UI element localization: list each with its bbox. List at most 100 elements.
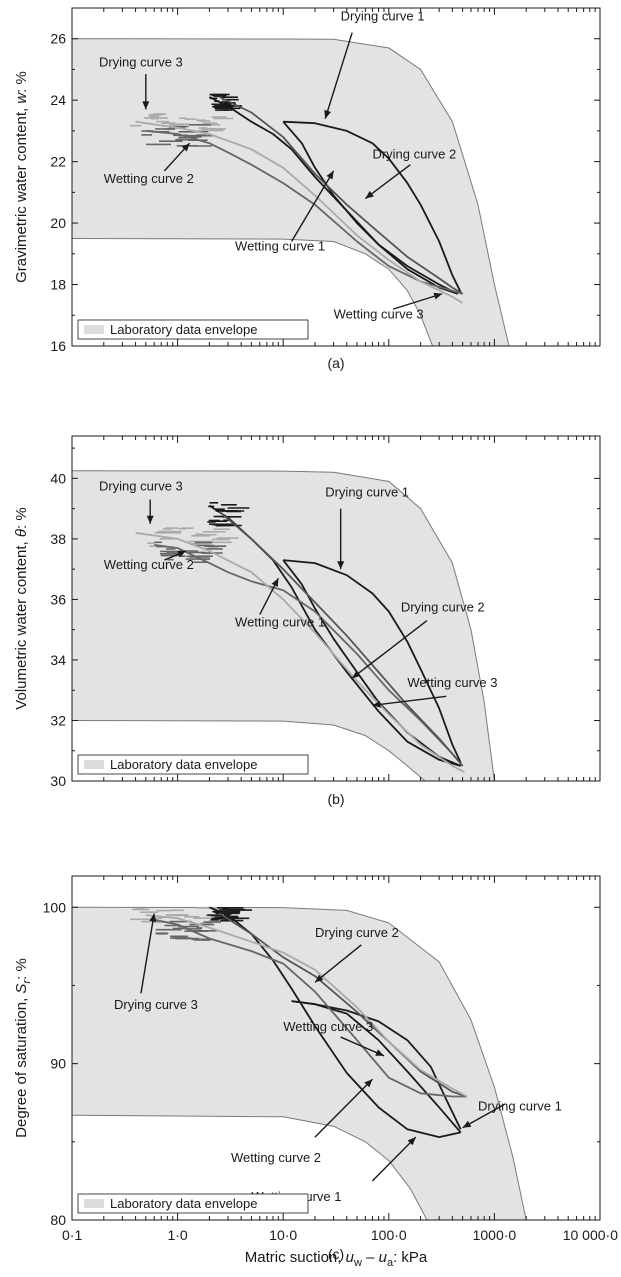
series-line-3 [283,120,462,293]
legend-label: Laboratory data envelope [110,1196,257,1211]
plot-frame [71,7,601,347]
annotation-label: Wetting curve 3 [407,675,497,690]
legend-box [77,319,309,340]
annotation-label: Wetting curve 1 [235,239,325,254]
y-tick-label: 34 [50,652,66,668]
legend-box [77,1193,309,1214]
annotation-label: Wetting curve 2 [231,1150,321,1165]
annotation-arrowhead [364,1079,373,1088]
y-tick-label: 30 [50,773,66,789]
y-tick-label: 100 [43,899,67,915]
annotation-arrowhead [433,292,443,300]
annotation-label: Wetting curve 3 [334,306,424,321]
panel-label: (b) [327,791,344,807]
annotation-label: Drying curve 1 [478,1099,562,1114]
y-axis-label: Degree of saturation, Sr: % [13,958,33,1138]
annotation-arrowhead [365,190,374,199]
envelope-lower-edge [72,1114,428,1220]
annotation-label: Wetting curve 2 [104,171,194,186]
y-tick-label: 26 [50,31,66,47]
annotation-arrowhead [177,550,186,558]
series-line-1 [209,96,459,295]
legend-label: Laboratory data envelope [110,757,257,772]
legend-label: Laboratory data envelope [110,322,257,337]
legend-box [77,754,309,775]
annotation-arrow [140,913,155,994]
series-line-5 [219,511,464,767]
plot-frame [71,875,601,1221]
series-line-6 [135,531,465,773]
annotation-label: Drying curve 2 [372,147,456,162]
x-axis-label: Matric suction, uw – ua: kPa [245,1249,428,1269]
annotation-label: Drying curve 3 [114,997,198,1012]
annotation-arrow [324,32,353,119]
series-line-6 [145,914,468,1098]
noise-cluster-1 [129,113,233,132]
legend-swatch [84,760,104,769]
annotation-arrowhead [142,101,150,110]
envelope-upper-edge [72,38,510,346]
y-tick-label: 18 [50,277,66,293]
series-line-5 [219,912,468,1098]
annotation-arrowhead [352,670,361,679]
x-tick-label: 10·0 [269,1227,297,1243]
y-tick-label: 80 [50,1212,66,1228]
annotation-arrowhead [315,974,324,983]
annotation-label: Drying curve 3 [99,478,183,493]
y-tick-label: 20 [50,215,66,231]
annotation-label: Drying curve 1 [325,485,409,500]
y-tick-label: 36 [50,591,66,607]
annotation-arrowhead [407,1137,416,1146]
annotation-arrowhead [372,700,381,708]
y-tick-label: 38 [50,531,66,547]
panel-b: 30 32 34 36 38 40 Drying curve 1 Drying curve 2… [13,435,601,807]
legend-swatch [84,325,104,334]
panel-a: 16 18 20 22 24 26 Drying curve 1 Drying curve 2… [13,7,601,371]
plot-frame [71,435,601,782]
series-line-1 [209,906,461,1138]
annotation-arrowhead [337,561,345,570]
envelope-upper-edge [72,906,527,1220]
panel-label: (c) [328,1246,344,1262]
annotation-label: Drying curve 2 [315,925,399,940]
noise-cluster-2 [154,541,227,564]
y-tick-label: 24 [50,92,66,108]
x-tick-label: 100·0 [371,1227,407,1243]
legend-swatch [84,1199,104,1208]
annotation-label: Wetting curve 1 [235,615,325,630]
annotation-arrowhead [324,109,331,119]
envelope-band [72,38,510,346]
annotation-label: Drying curve 1 [341,8,425,23]
annotation-arrow [462,1103,505,1129]
y-axis-label: Gravimetric water content, w: % [13,71,30,283]
annotation-label: Drying curve 2 [401,600,485,615]
annotation-arrowhead [181,143,190,152]
x-tick-label: 10 000·0 [563,1227,618,1243]
series-line-3 [291,1000,462,1130]
annotation-arrow [290,170,335,242]
annotation-arrow [364,164,411,200]
series-line-6 [135,120,464,304]
y-tick-label: 32 [50,712,66,728]
x-tick-label: 0·1 [62,1227,82,1243]
series-line-4 [154,544,464,767]
annotation-arrowhead [149,913,157,922]
annotation-arrow [372,695,447,707]
panel-c: 80 90 100 0·1 1·0 10·0 100·0 1000·0 10 000·0 Dryi… [13,875,618,1269]
y-tick-label: 22 [50,154,66,170]
envelope-lower-edge [72,238,434,346]
annotation-arrowhead [146,515,154,524]
annotation-arrowhead [271,578,279,587]
y-tick-label: 40 [50,470,66,486]
y-axis-label: Volumetric water content, θ: % [13,507,30,709]
noise-cluster-2 [155,920,221,941]
y-tick-label: 16 [50,338,66,354]
series-line-4 [145,130,463,295]
annotation-arrow [314,1078,373,1138]
y-tick-label: 90 [50,1056,66,1072]
annotation-arrow [371,1136,417,1182]
annotation-arrowhead [375,1049,384,1056]
panel-label: (a) [327,355,344,371]
annotation-arrow [314,944,362,983]
